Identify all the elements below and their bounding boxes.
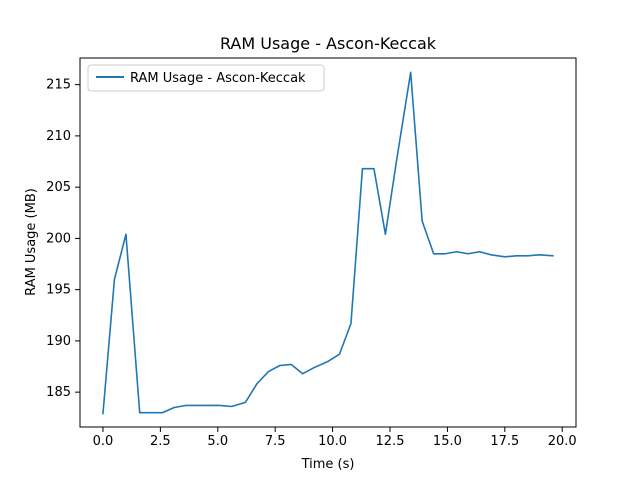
x-tick-label: 2.5 [150, 434, 171, 449]
series-line-0 [102, 71, 554, 415]
y-tick-label: 200 [46, 231, 71, 246]
legend-box [87, 64, 325, 92]
series-layer [102, 71, 554, 415]
x-tick-label: 5.0 [207, 434, 228, 449]
y-tick-label: 205 [46, 180, 71, 195]
x-axis: 0.0 2.5 5.0 7.5 10.0 12.5 15.0 17.5 20.0 [93, 427, 577, 449]
x-tick-label: 15.0 [433, 434, 462, 449]
chart-title: RAM Usage - Ascon-Keccak [220, 34, 437, 53]
x-axis-label: Time (s) [301, 457, 355, 472]
y-axis: 185 190 195 200 205 210 215 [46, 78, 80, 400]
y-tick-label: 210 [46, 129, 71, 144]
x-tick-label: 0.0 [93, 434, 114, 449]
plot-area [79, 57, 577, 428]
legend: RAM Usage - Ascon-Keccak [87, 64, 325, 92]
x-tick-label: 12.5 [376, 434, 405, 449]
x-tick-label: 20.0 [548, 434, 577, 449]
x-tick-label: 10.0 [318, 434, 347, 449]
y-tick-label: 215 [46, 78, 71, 93]
y-axis-label: RAM Usage (MB) [24, 188, 39, 296]
x-tick-label: 7.5 [265, 434, 286, 449]
y-tick-label: 185 [46, 385, 71, 400]
legend-label: RAM Usage - Ascon-Keccak [130, 71, 306, 86]
y-tick-label: 195 [46, 283, 71, 298]
y-tick-label: 190 [46, 334, 71, 349]
x-tick-label: 17.5 [490, 434, 519, 449]
